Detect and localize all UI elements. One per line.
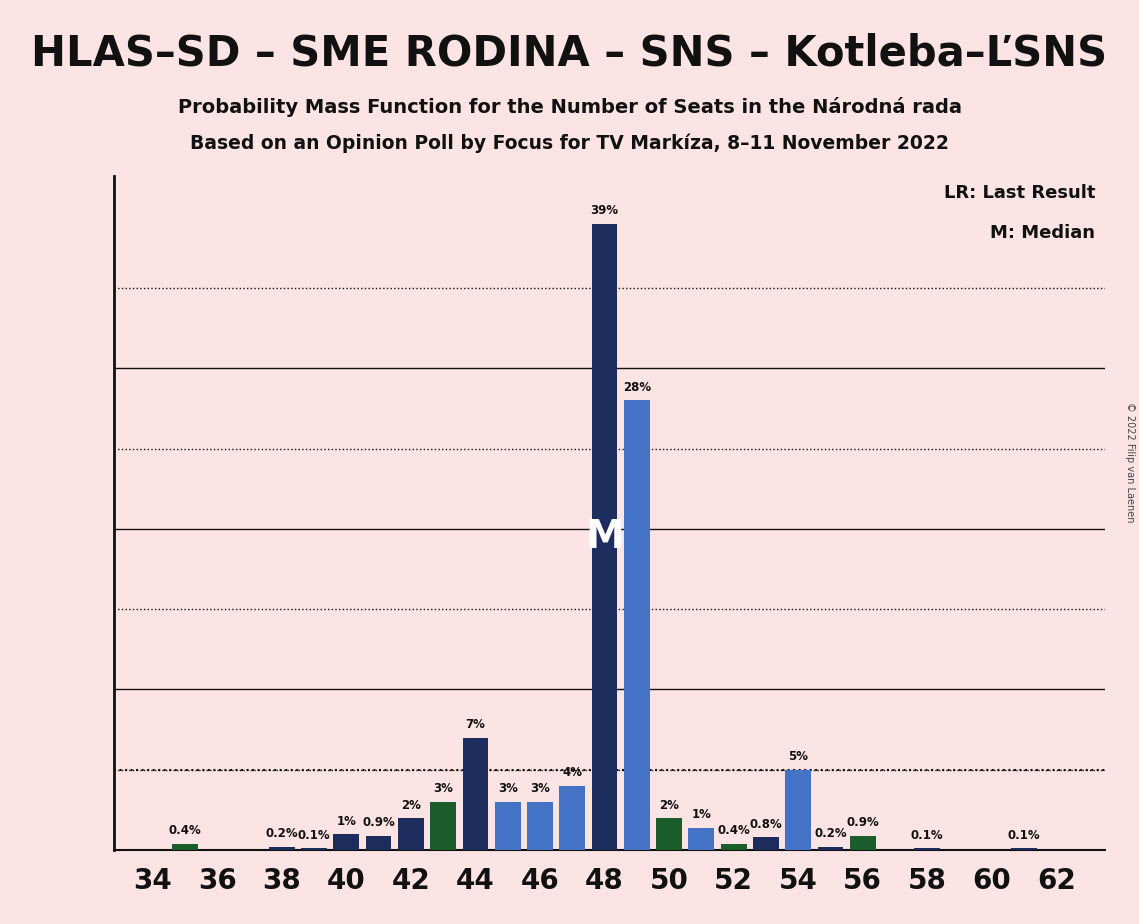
Text: 0.1%: 0.1% <box>297 829 330 842</box>
Text: 7%: 7% <box>466 718 485 731</box>
Text: 2%: 2% <box>401 798 420 811</box>
Text: 1%: 1% <box>336 815 357 828</box>
Text: 1%: 1% <box>691 808 711 821</box>
Bar <box>366 835 392 850</box>
Text: M: Median: M: Median <box>990 224 1095 242</box>
Text: 0.2%: 0.2% <box>265 828 298 841</box>
Bar <box>559 785 585 850</box>
Text: 0.1%: 0.1% <box>911 829 943 842</box>
Bar <box>753 837 779 850</box>
Bar <box>1011 848 1036 850</box>
Text: © 2022 Filip van Laenen: © 2022 Filip van Laenen <box>1125 402 1134 522</box>
Bar <box>656 818 682 850</box>
Text: 28%: 28% <box>623 381 650 394</box>
Bar <box>172 844 198 850</box>
Bar <box>785 770 811 850</box>
Bar <box>850 835 876 850</box>
Text: Probability Mass Function for the Number of Seats in the Národná rada: Probability Mass Function for the Number… <box>178 97 961 117</box>
Bar <box>721 844 746 850</box>
Bar <box>269 847 295 850</box>
Text: M: M <box>585 518 624 556</box>
Text: HLAS–SD – SME RODINA – SNS – Kotleba–ĽSNS: HLAS–SD – SME RODINA – SNS – Kotleba–ĽSN… <box>32 32 1107 74</box>
Bar <box>624 400 649 850</box>
Bar <box>818 847 843 850</box>
Bar <box>398 818 424 850</box>
Text: 5%: 5% <box>788 750 809 763</box>
Bar <box>688 828 714 850</box>
Bar <box>431 802 456 850</box>
Bar <box>527 802 552 850</box>
Bar <box>462 737 489 850</box>
Text: 39%: 39% <box>590 204 618 217</box>
Text: 0.9%: 0.9% <box>362 816 395 829</box>
Text: 3%: 3% <box>498 783 517 796</box>
Text: 0.9%: 0.9% <box>846 816 879 829</box>
Text: 2%: 2% <box>659 798 679 811</box>
Bar <box>494 802 521 850</box>
Text: 4%: 4% <box>563 766 582 780</box>
Bar <box>915 848 940 850</box>
Text: 0.8%: 0.8% <box>749 818 782 831</box>
Text: 3%: 3% <box>530 783 550 796</box>
Text: 0.4%: 0.4% <box>169 824 202 837</box>
Text: 0.4%: 0.4% <box>718 824 749 837</box>
Text: 3%: 3% <box>433 783 453 796</box>
Text: Based on an Opinion Poll by Focus for TV Markíza, 8–11 November 2022: Based on an Opinion Poll by Focus for TV… <box>190 134 949 153</box>
Text: 0.2%: 0.2% <box>814 828 846 841</box>
Text: LR: Last Result: LR: Last Result <box>943 184 1095 201</box>
Bar <box>334 834 359 850</box>
Bar <box>591 224 617 850</box>
Bar <box>301 848 327 850</box>
Text: 0.1%: 0.1% <box>1008 829 1040 842</box>
